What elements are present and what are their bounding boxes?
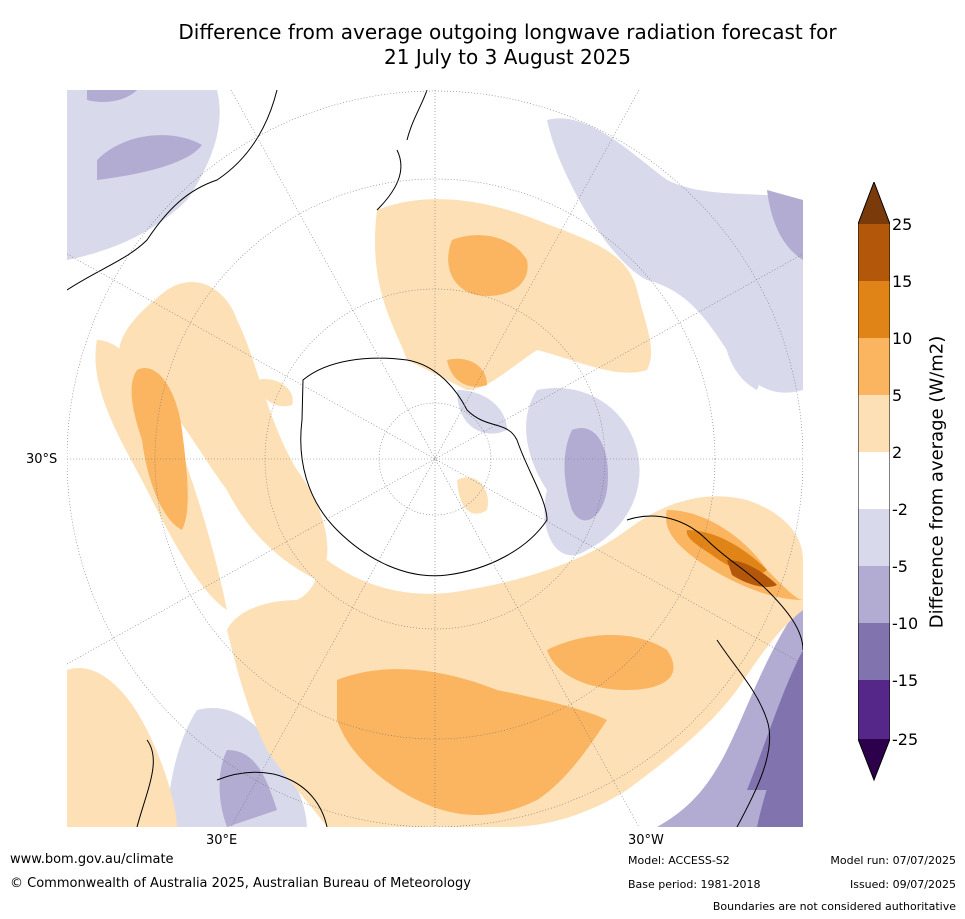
colorbar-label-10: 10 — [892, 329, 913, 348]
footer-base-period: Base period: 1981-2018 — [628, 878, 761, 891]
swatch-5-10 — [858, 338, 890, 395]
colorbar-label-m10: -10 — [892, 614, 919, 633]
colorbar-label-5: 5 — [892, 386, 903, 405]
negative-anomaly-regions — [67, 90, 803, 827]
colorbar: 25 15 10 5 2 -2 -5 -10 -15 -25 — [858, 182, 958, 782]
swatch-m10-m15 — [858, 623, 890, 680]
polar-map — [67, 90, 803, 827]
colorbar-label-m15: -15 — [892, 671, 919, 690]
map-canvas — [67, 90, 803, 827]
swatch-10-15 — [858, 281, 890, 338]
swatch-15-25 — [858, 224, 890, 281]
footer-website: www.bom.gov.au/climate — [10, 852, 174, 867]
title-line-2: 21 July to 3 August 2025 — [384, 45, 631, 69]
title-line-1: Difference from average outgoing longwav… — [178, 20, 837, 44]
colorbar-label-25: 25 — [892, 215, 913, 234]
colorbar-label-m25: -25 — [892, 730, 919, 749]
swatch-m5-m10 — [858, 566, 890, 623]
footer-model-run: Model run: 07/07/2025 — [830, 854, 956, 867]
positive-anomaly-regions — [67, 199, 803, 827]
graticule — [67, 90, 803, 827]
footer-model: Model: ACCESS-S2 — [628, 854, 730, 867]
swatch-neutral — [858, 452, 890, 509]
lon-label-30w: 30°W — [628, 833, 664, 848]
colorbar-label-m5: -5 — [892, 557, 908, 576]
swatch-above-25 — [858, 182, 890, 224]
colorbar-label-15: 15 — [892, 272, 913, 291]
footer-copyright: © Commonwealth of Australia 2025, Austra… — [10, 876, 471, 891]
coastlines — [67, 90, 803, 827]
lat-label-30s: 30°S — [26, 452, 58, 467]
colorbar-swatches — [858, 182, 890, 782]
swatch-2-5 — [858, 395, 890, 452]
swatch-m15-m25 — [858, 680, 890, 739]
colorbar-title: Difference from average (W/m2) — [926, 335, 948, 629]
lon-label-30e: 30°E — [206, 833, 238, 848]
map-title: Difference from average outgoing longwav… — [90, 20, 925, 70]
swatch-below-m25 — [858, 739, 890, 780]
colorbar-label-2: 2 — [892, 443, 903, 462]
swatch-m2-m5 — [858, 509, 890, 566]
colorbar-label-m2: -2 — [892, 500, 908, 519]
footer-disclaimer: Boundaries are not considered authoritat… — [712, 900, 956, 913]
footer-issued: Issued: 09/07/2025 — [849, 878, 956, 891]
